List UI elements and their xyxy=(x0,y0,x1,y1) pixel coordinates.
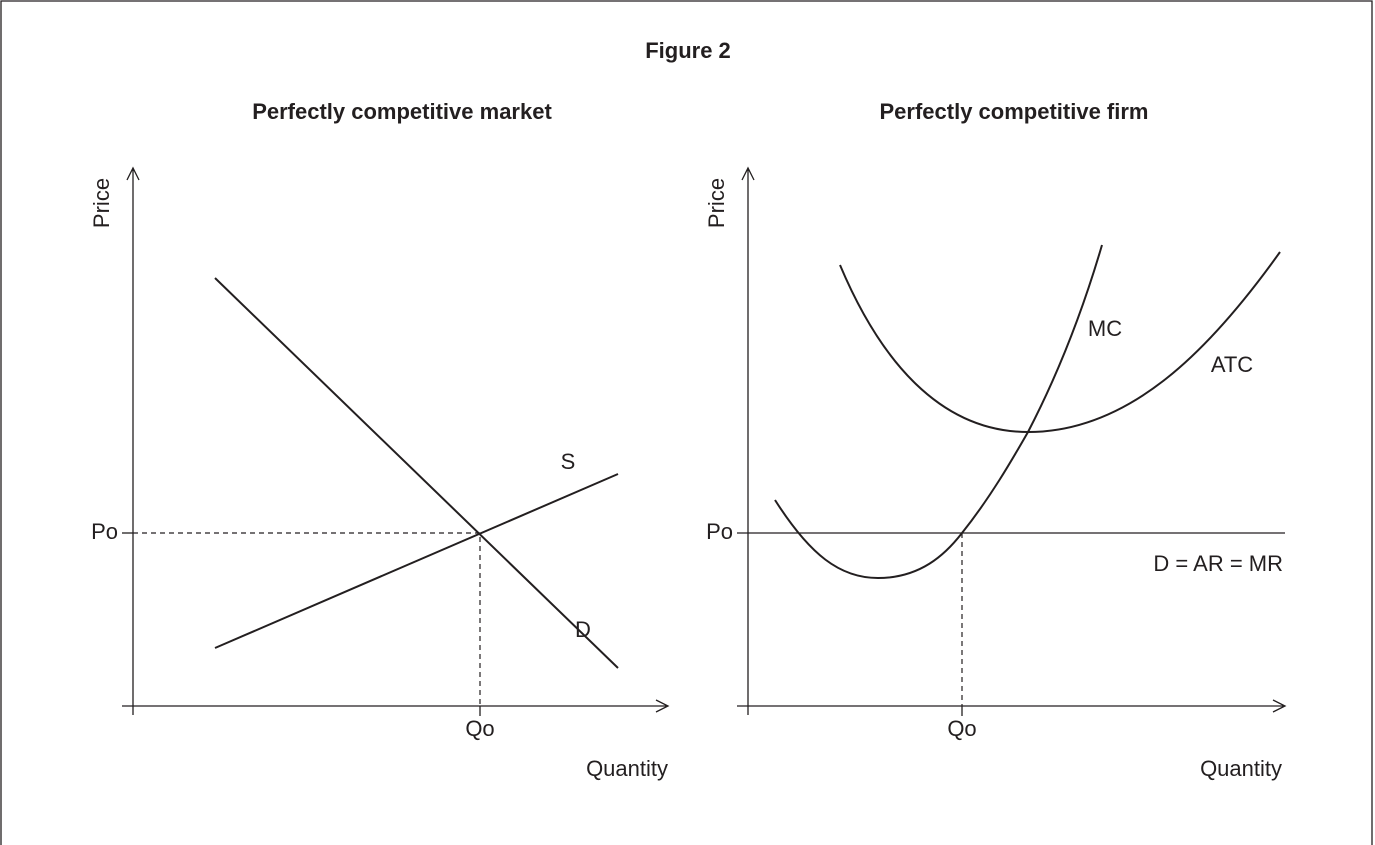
curve-label: D = AR = MR xyxy=(1153,551,1283,576)
curve-label: D xyxy=(575,617,591,642)
x-axis xyxy=(122,699,670,713)
panel-title: Perfectly competitive firm xyxy=(880,99,1149,124)
quantity-label: Qo xyxy=(465,716,494,741)
quantity-label: Qo xyxy=(947,716,976,741)
price-label: Po xyxy=(91,519,118,544)
x-axis-label: Quantity xyxy=(586,756,668,781)
curve-label: S xyxy=(561,449,576,474)
price-label: Po xyxy=(706,519,733,544)
mc-curve xyxy=(774,244,1103,580)
y-axis-label: Price xyxy=(704,178,729,228)
curve-label: MC xyxy=(1088,316,1122,341)
y-axis xyxy=(741,166,755,715)
figure-title: Figure 2 xyxy=(645,38,731,63)
y-axis xyxy=(126,166,140,715)
supply-curve xyxy=(214,473,619,649)
atc-curve xyxy=(839,251,1281,434)
x-axis-label: Quantity xyxy=(1200,756,1282,781)
x-axis xyxy=(737,699,1287,713)
equilibrium-guide xyxy=(133,532,481,706)
panel-title: Perfectly competitive market xyxy=(252,99,552,124)
market-panel: Perfectly competitive market Price Quant… xyxy=(89,99,670,781)
curve-label: ATC xyxy=(1211,352,1253,377)
demand-curve xyxy=(214,277,619,669)
firm-panel: Perfectly competitive firm Price Quantit… xyxy=(704,99,1287,781)
y-axis-label: Price xyxy=(89,178,114,228)
